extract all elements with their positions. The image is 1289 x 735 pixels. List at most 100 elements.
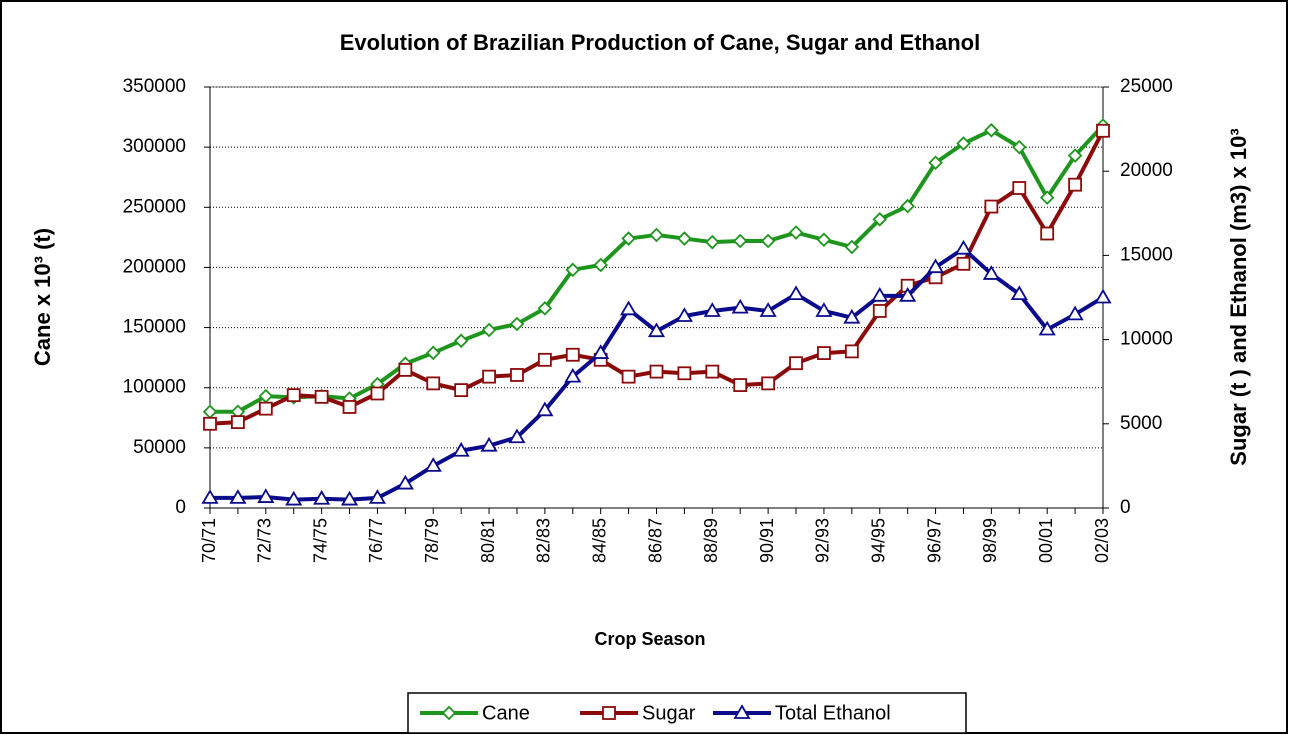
series-marker [1012, 139, 1027, 155]
series-marker [258, 401, 273, 416]
series-marker [565, 262, 581, 278]
y2-tick-label: 5000 [1120, 413, 1162, 434]
x-tick-label: 82/83 [534, 518, 554, 563]
series-marker [314, 389, 329, 404]
series-marker [731, 298, 749, 314]
series-marker [592, 344, 610, 359]
series-marker [454, 383, 469, 398]
series-marker [1094, 288, 1112, 304]
legend-marker [733, 704, 751, 719]
series-marker [396, 474, 414, 490]
legend-label: Cane [482, 702, 530, 724]
x-tick-label: 80/81 [478, 518, 498, 563]
legend-label: Sugar [642, 702, 696, 724]
series-marker [509, 316, 525, 332]
series-marker [732, 233, 748, 249]
series-marker [593, 257, 608, 273]
series-marker [370, 386, 385, 401]
x-tick-label: 98/99 [980, 518, 1000, 563]
y2-axis-label: Sugar (t ) and Ethanol (m3) x 10³ [1226, 128, 1251, 465]
x-tick-label: 86/87 [645, 518, 665, 563]
series-marker [565, 347, 580, 362]
series-marker [1096, 123, 1110, 138]
series-marker [1068, 177, 1082, 192]
series-marker [620, 300, 638, 316]
series-marker [789, 356, 803, 371]
series-marker [1012, 181, 1027, 195]
chart-title: Evolution of Brazilian Production of Can… [340, 30, 980, 55]
series-marker [647, 322, 666, 338]
x-tick-label: 72/73 [255, 518, 275, 563]
series-marker [926, 258, 945, 274]
series-marker [649, 227, 664, 243]
series-marker [956, 256, 971, 271]
x-tick-label: 90/91 [757, 518, 777, 563]
legend-marker [441, 705, 457, 721]
series-marker [481, 322, 497, 338]
legend [407, 692, 967, 734]
series-marker [368, 489, 387, 504]
y-tick-label: 250000 [123, 196, 186, 217]
series-marker [425, 345, 441, 361]
series-marker [564, 367, 582, 383]
series-marker [340, 490, 359, 506]
series-marker [788, 225, 804, 240]
series-marker [621, 369, 636, 384]
series-marker [899, 287, 917, 302]
y-tick-label: 200000 [123, 256, 186, 277]
x-tick-label: 96/97 [924, 518, 944, 563]
series-marker [536, 401, 554, 417]
series-marker [843, 308, 861, 324]
x-tick-label: 76/77 [366, 518, 386, 563]
x-axis-label: Crop Season [594, 629, 705, 649]
y-tick-label: 150000 [123, 317, 186, 338]
series-marker [537, 352, 552, 367]
series-marker [286, 388, 301, 403]
series-marker [705, 364, 720, 379]
series-marker [649, 364, 664, 379]
x-tick-label: 00/01 [1036, 518, 1056, 563]
legend-label: Total Ethanol [775, 702, 891, 724]
series-marker [537, 301, 553, 316]
series-marker [675, 307, 693, 322]
series-marker [1067, 148, 1083, 163]
x-tick-label: 74/75 [310, 518, 330, 563]
series-marker [733, 378, 748, 392]
series-marker [787, 285, 805, 301]
series-marker [201, 489, 219, 504]
series-marker [928, 155, 943, 171]
y-tick-label: 300000 [123, 136, 186, 157]
y-tick-label: 350000 [123, 76, 186, 97]
series-marker [872, 304, 887, 318]
series-marker [844, 344, 859, 359]
series-marker [229, 489, 247, 504]
x-tick-label: 92/93 [813, 518, 833, 563]
x-tick-label: 94/95 [869, 518, 889, 563]
x-tick-label: 02/03 [1092, 518, 1112, 563]
y-tick-label: 0 [175, 497, 186, 518]
series-marker [1039, 190, 1055, 205]
series-marker [424, 457, 442, 472]
series-marker [313, 489, 331, 505]
x-tick-label: 78/79 [422, 518, 442, 563]
series-marker [816, 232, 832, 248]
x-tick-label: 70/71 [199, 518, 219, 563]
y-tick-label: 50000 [133, 437, 186, 458]
series-marker [342, 400, 357, 414]
series-marker [480, 436, 498, 452]
y-tick-label: 100000 [123, 377, 186, 398]
series-marker [257, 488, 275, 503]
series-marker [871, 287, 889, 302]
series-marker [453, 333, 469, 349]
legend-marker [602, 706, 616, 720]
y2-tick-label: 25000 [1120, 76, 1173, 97]
series-marker [954, 239, 973, 255]
series-marker [760, 233, 776, 249]
series-marker [1038, 320, 1056, 336]
series-marker [510, 368, 524, 382]
series-marker [1066, 305, 1084, 321]
series-marker [817, 346, 831, 360]
series-marker [703, 302, 721, 317]
series-marker [677, 231, 692, 246]
